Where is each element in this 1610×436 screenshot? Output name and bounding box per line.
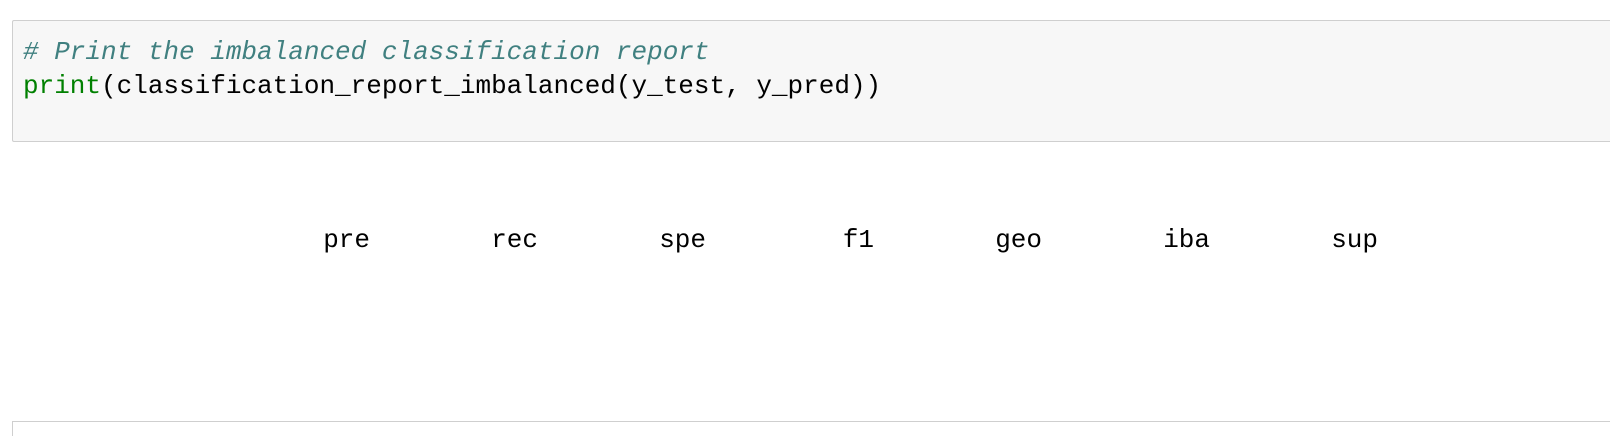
report-header-cell: rec (491, 225, 538, 255)
report-header-cell: sup (1331, 225, 1378, 255)
report-header-cell: pre (323, 225, 370, 255)
code-comment-line: # Print the imbalanced classification re… (23, 35, 710, 69)
code-comment: # Print the imbalanced classification re… (23, 37, 710, 67)
report-header-cell: spe (659, 225, 706, 255)
report-header-cell: f1 (842, 225, 874, 255)
report-spacer (22, 325, 1378, 358)
code-builtin-print: print (23, 71, 102, 101)
code-cell[interactable]: # Print the imbalanced classification re… (12, 20, 1610, 142)
report-header-cell: geo (995, 225, 1042, 255)
code-call: (classification_report_imbalanced(y_test… (101, 71, 882, 101)
next-cell-edge[interactable] (12, 421, 1610, 436)
report-header-cell: iba (1163, 225, 1210, 255)
code-statement-line: print(classification_report_imbalanced(y… (23, 69, 881, 103)
report-header-row: pre rec spe f1 geo iba sup (22, 223, 1378, 257)
